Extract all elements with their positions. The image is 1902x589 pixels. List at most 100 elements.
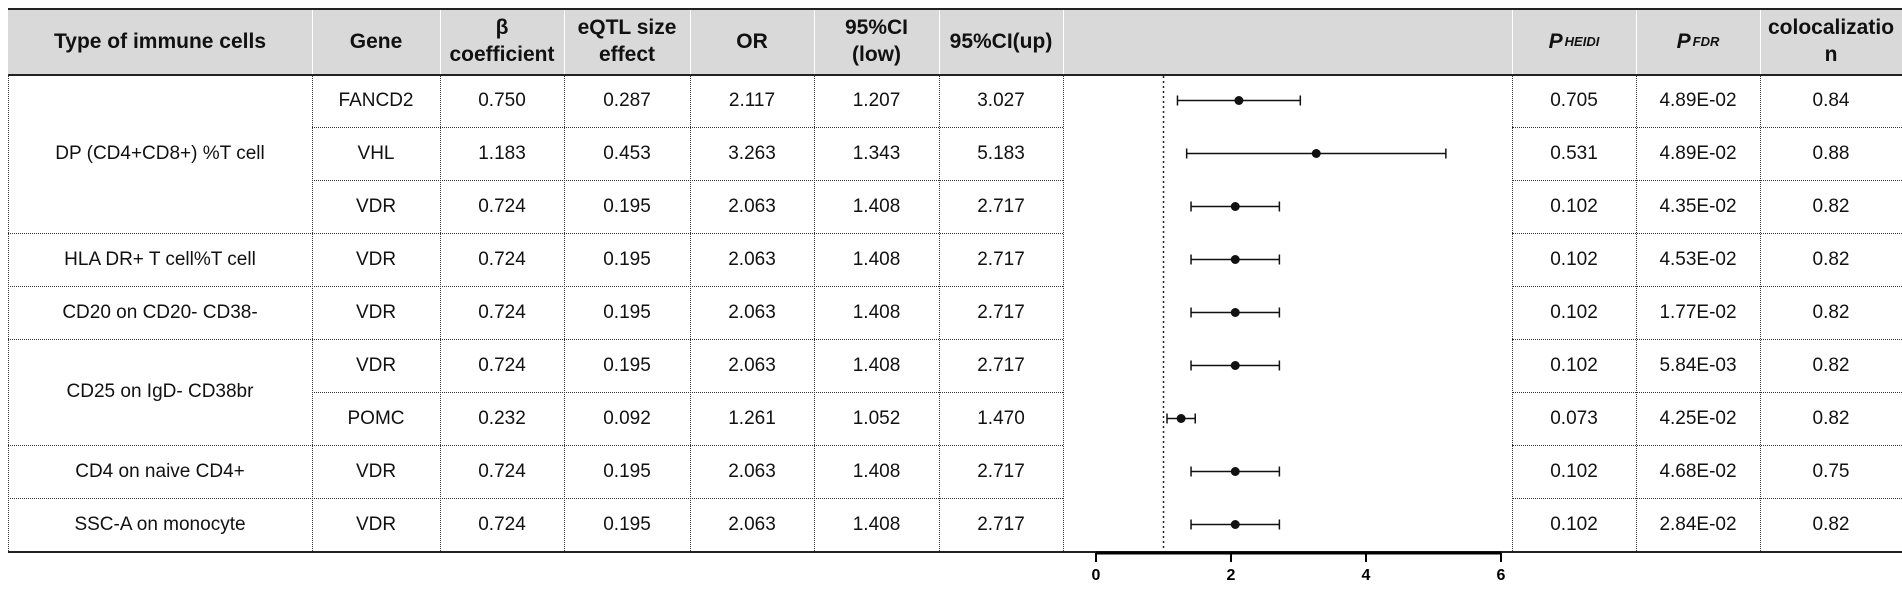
header-cell-type: Type of immune cells <box>54 29 266 53</box>
or-point <box>1230 202 1240 211</box>
cell-coloc: 0.75 <box>1812 460 1850 482</box>
cell-gene: FANCD2 <box>338 89 414 111</box>
header-ci-up: 95%CI(up) <box>949 29 1053 53</box>
cell-type-label: CD4 on naive CD4+ <box>75 460 245 482</box>
cell-gene: POMC <box>347 407 405 429</box>
row-divider <box>312 180 1063 181</box>
cell-ci-up: 2.717 <box>977 513 1025 535</box>
cell-ci-low: 1.052 <box>852 407 901 429</box>
cell-ci-low: 1.408 <box>852 301 901 323</box>
header-gene: Gene <box>349 29 403 53</box>
cell-eqtl: 0.453 <box>603 142 651 164</box>
cell-p-fdr: 1.77E-02 <box>1659 301 1737 323</box>
cell-ci-up: 2.717 <box>977 248 1025 270</box>
cell-ci-low: 1.408 <box>852 248 901 270</box>
cell-p-fdr: 5.84E-03 <box>1659 354 1737 376</box>
cell-gene: VDR <box>355 195 397 217</box>
header-p-fdr: P FDR <box>1636 8 1760 74</box>
top-rule <box>8 8 1902 10</box>
cell-ci-up: 3.027 <box>977 89 1025 111</box>
header-ci-low: 95%CI (low) <box>844 16 909 66</box>
cell-ci-up: 2.717 <box>977 460 1025 482</box>
or-point <box>1311 149 1321 158</box>
x-tick-label: 0 <box>1092 567 1101 584</box>
cell-p-fdr: 4.25E-02 <box>1659 407 1737 429</box>
cell-ci-up: 1.470 <box>977 407 1025 429</box>
cell-type-label: SSC-A on monocyte <box>74 513 246 535</box>
cell-ci-low: 1.408 <box>852 460 901 482</box>
cell-p-heidi: 0.073 <box>1550 407 1598 429</box>
cell-eqtl: 0.195 <box>603 354 651 376</box>
or-point <box>1230 361 1240 370</box>
header-separator <box>1063 8 1064 74</box>
p-heidi-subscript: HEIDI <box>1564 33 1600 49</box>
cell-beta: 0.724 <box>478 460 526 482</box>
cell-p-heidi: 0.102 <box>1550 460 1598 482</box>
cell-type-label: DP (CD4+CD8+) %T cell <box>55 142 265 164</box>
column-divider <box>939 74 940 551</box>
cell-beta: 0.724 <box>478 195 526 217</box>
header-or: OR <box>736 29 768 53</box>
header-separator <box>1512 8 1513 74</box>
cell-gene: VDR <box>355 248 397 270</box>
cell-eqtl: 0.195 <box>603 301 651 323</box>
column-divider <box>814 74 815 551</box>
cell-ci-up: 2.717 <box>977 301 1025 323</box>
or-point <box>1230 467 1240 476</box>
row-divider <box>8 339 1063 340</box>
cell-p-heidi: 0.102 <box>1550 513 1598 535</box>
cell-ci-low: 1.408 <box>852 195 901 217</box>
p-fdr-subscript: FDR <box>1692 33 1720 49</box>
column-divider <box>1636 74 1637 551</box>
column-divider <box>1063 74 1064 551</box>
cell-p-heidi: 0.102 <box>1550 248 1598 270</box>
cell-eqtl: 0.287 <box>603 89 651 111</box>
cell-gene: VDR <box>355 354 397 376</box>
cell-or: 2.063 <box>728 301 776 323</box>
header-rule <box>8 74 1902 76</box>
cell-gene: VHL <box>357 142 395 164</box>
cell-coloc: 0.82 <box>1812 407 1850 429</box>
cell-p-heidi: 0.102 <box>1550 354 1598 376</box>
cell-ci-up: 2.717 <box>977 195 1025 217</box>
cell-beta: 0.232 <box>478 407 526 429</box>
row-divider <box>8 233 1063 234</box>
cell-coloc: 0.82 <box>1812 354 1850 376</box>
column-divider <box>440 74 441 551</box>
cell-ci-low: 1.408 <box>852 354 901 376</box>
cell-or: 2.063 <box>728 354 776 376</box>
cell-p-fdr: 2.84E-02 <box>1659 513 1737 535</box>
header-background <box>8 8 1902 74</box>
cell-beta: 0.724 <box>478 354 526 376</box>
cell-p-fdr: 4.89E-02 <box>1659 142 1737 164</box>
cell-eqtl: 0.092 <box>603 407 651 429</box>
header-eqtl: eQTL size effect <box>577 16 677 66</box>
header-separator <box>939 8 940 74</box>
cell-beta: 0.750 <box>478 89 526 111</box>
cell-ci-low: 1.207 <box>852 89 901 111</box>
cell-or: 2.117 <box>728 89 776 111</box>
cell-ci-up: 2.717 <box>977 354 1025 376</box>
cell-beta: 0.724 <box>478 301 526 323</box>
or-point <box>1176 414 1186 423</box>
cell-coloc: 0.82 <box>1812 248 1850 270</box>
header-separator <box>564 8 565 74</box>
cell-p-heidi: 0.102 <box>1550 195 1598 217</box>
cell-gene: VDR <box>355 513 397 535</box>
header-separator <box>1636 8 1637 74</box>
cell-p-fdr: 4.89E-02 <box>1659 89 1737 111</box>
cell-coloc: 0.82 <box>1812 195 1850 217</box>
row-divider <box>1512 445 1902 446</box>
cell-or: 2.063 <box>728 195 776 217</box>
row-divider <box>8 286 1063 287</box>
cell-coloc: 0.88 <box>1812 142 1850 164</box>
cell-or: 2.063 <box>728 513 776 535</box>
x-tick-label: 4 <box>1362 567 1371 584</box>
row-divider <box>8 445 1063 446</box>
cell-p-heidi: 0.531 <box>1550 142 1598 164</box>
header-beta: β coefficient <box>449 16 555 66</box>
header-separator <box>1760 8 1761 74</box>
cell-coloc: 0.82 <box>1812 301 1850 323</box>
